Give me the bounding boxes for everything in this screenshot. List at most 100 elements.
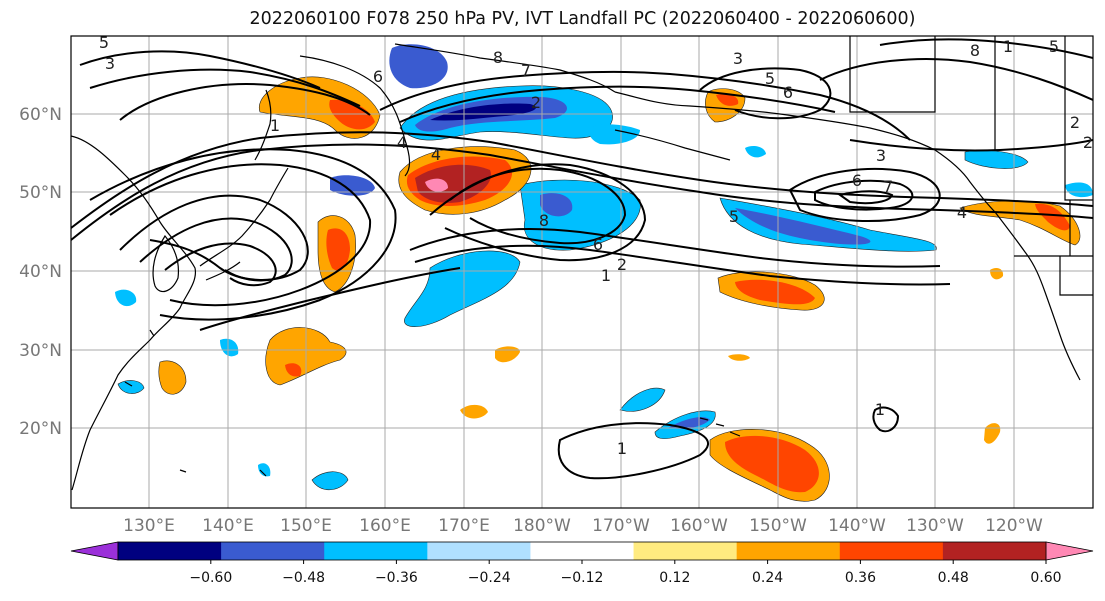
coast-hawaii [699,417,741,437]
lon-label: 170°E [438,516,490,536]
coast-canada-north [849,36,1093,201]
colorbar-segment [324,542,428,560]
coast-alaska [614,91,996,213]
colorbar: −0.60 −0.48 −0.36 −0.24 −0.12 0.12 0.24 0.36 0.4… [70,541,1094,586]
lat-label: 30°N [19,341,62,361]
coast-korea [152,234,180,293]
coast-bc [994,211,1081,381]
positive-anomaly-west-small [158,360,187,395]
negative-anomaly-japan [115,289,137,307]
contour-label: 6 [852,171,862,190]
contours [71,38,1093,480]
contour-label: 6 [593,235,603,254]
positive-anomaly-mid2 [460,404,488,419]
contour-labels: 5 3 6 7 8 1 2 3 5 6 8 1 2 3 6 7 4 5 6 8 … [99,33,1093,458]
positive-anomaly-japan-east-core [326,228,350,271]
contour-label: 7 [883,177,893,196]
graticule [71,36,1093,508]
lat-label: 60°N [19,105,62,125]
positive-anomaly-north-pacific-3 [415,164,491,203]
colorbar-segment [942,542,1047,560]
colorbar-tick-label: −0.60 [189,570,232,586]
colorbar-segment [221,542,325,560]
contour-label: 7 [521,61,531,80]
contour-label: 1 [875,400,885,419]
negative-anomaly-alaska [589,124,640,145]
colorbar-tick-label: 0.36 [845,570,876,586]
lon-label: 120°W [985,516,1043,536]
colorbar-extend-min [70,541,119,561]
contour-label: 5 [765,69,775,88]
positive-anomaly-kuril-core [329,99,375,130]
lon-label: 140°E [202,516,254,536]
contour-label: 3 [733,49,743,68]
colorbar-tick-label: −0.36 [375,570,418,586]
contour-label: 8 [970,41,980,60]
longitude-labels: 130°E 140°E 150°E 160°E 170°E 180°W 170°… [123,516,1043,536]
contour-label: 1 [601,266,611,285]
lon-label: 150°E [280,516,332,536]
colorbar-segment [530,542,635,560]
colorbar-segment [633,542,738,560]
contour-label: 2 [531,93,541,112]
negative-anomaly-bering-deep [430,103,536,121]
negative-anomaly-wake [745,146,766,158]
negative-anomaly-sw2 [311,471,349,491]
negative-anomaly-sw3 [117,380,145,394]
contour-label: 2 [1083,133,1093,152]
contour-label: 4 [431,145,441,164]
contour-label: 6 [373,67,383,86]
contour-label: 8 [539,211,549,230]
map-border [70,35,1094,509]
negative-anomaly-canada-east [1065,182,1093,198]
positive-anomaly-mid3 [728,354,750,361]
coast-aleutians [614,129,731,161]
colorbar-segment [736,542,841,560]
positive-anomaly-north-pacific-pink [425,178,448,192]
lon-label: 160°E [359,516,411,536]
map-title: 2022060100 F078 250 hPa PV, IVT Landfall… [249,9,916,29]
contour-label: 8 [493,48,503,67]
coast-asia-mainland [71,135,197,491]
contour-label: 2 [1070,113,1080,132]
contour-label: 5 [99,33,109,52]
negative-anomaly-gulf-core [735,208,871,245]
latitude-labels: 60°N 50°N 40°N 30°N 20°N [19,105,62,439]
colorbar-segment [118,542,222,560]
colorbar-segment [839,542,944,560]
contour-label: 1 [1003,37,1013,56]
positive-anomaly-east-core [735,279,815,305]
contour-label: 1 [617,439,627,458]
colorbar-tick-label: −0.12 [561,570,604,586]
contour-label: 4 [957,203,967,222]
coast-japan [199,167,289,281]
lon-label: 160°W [670,516,728,536]
lat-label: 50°N [19,183,62,203]
contour-label: 5 [729,207,739,226]
coast-chukotka [394,43,616,93]
negative-anomaly-central-core [540,193,573,217]
colorbar-segment [427,542,531,560]
colorbar-tick-label: 0.24 [752,570,783,586]
negative-anomaly-gulf-east [719,197,937,252]
negative-anomaly-sw4 [220,338,239,357]
negative-anomaly-okhotsk [330,175,375,196]
lon-label: 170°W [592,516,650,536]
positive-anomaly-aleutian-east-core [716,94,739,106]
colorbar-tick-label: 0.48 [938,570,969,586]
colorbar-tick-label: −0.48 [282,570,325,586]
negative-anomaly-sw5 [258,463,271,477]
colorbar-tick-label: 0.60 [1030,570,1061,586]
lat-label: 20°N [19,419,62,439]
positive-anomaly-pnw-core [1035,203,1070,231]
negative-anomaly-subtropic [404,250,521,327]
negative-anomaly-sw1 [619,387,666,412]
lon-label: 130°W [906,516,964,536]
positive-anomaly-hawaii-south-core [725,435,819,493]
lon-label: 130°E [123,516,175,536]
contour-label: 5 [1049,37,1059,56]
coast-kamchatka [299,55,411,177]
contour-label: 3 [105,54,115,73]
positive-anomaly-subtropic-west-core [285,363,302,377]
